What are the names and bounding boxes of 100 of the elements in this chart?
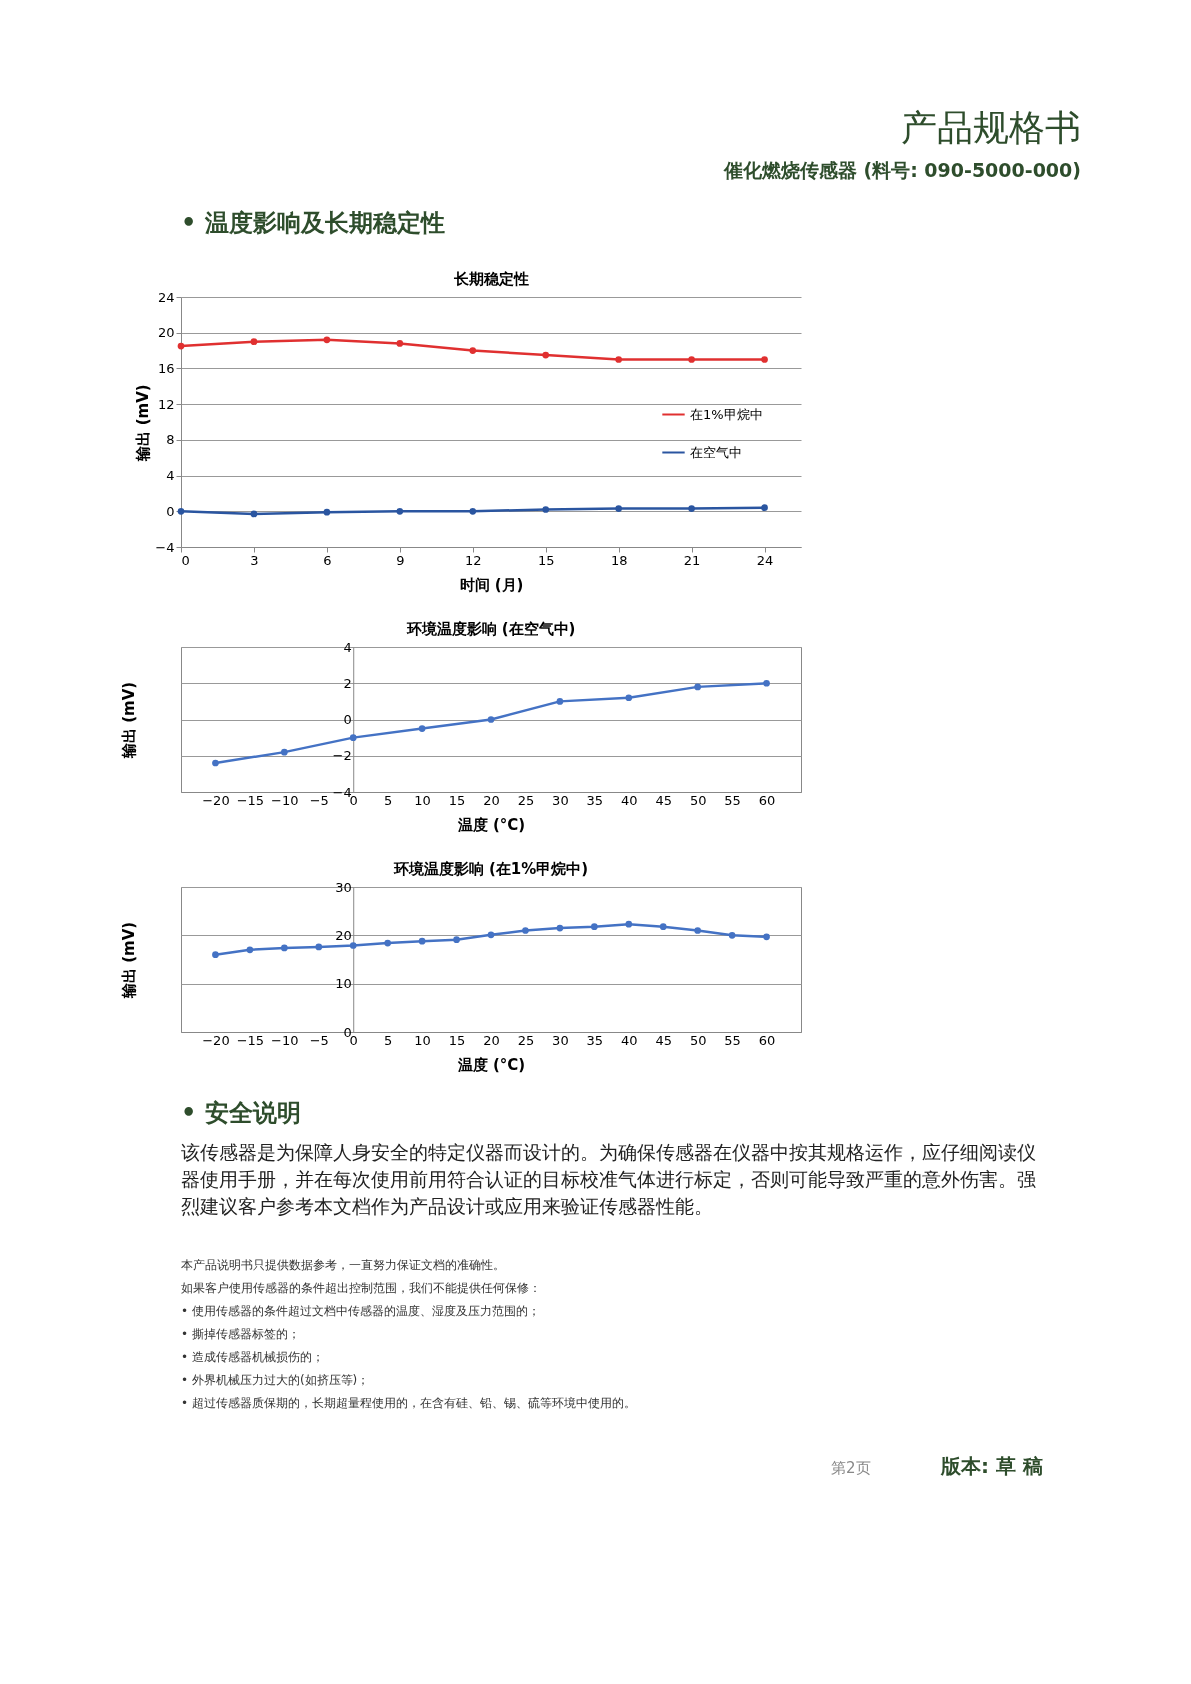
x-tick-label: 12 (464, 552, 482, 568)
x-tick-label: 20 (483, 792, 500, 808)
point (246, 946, 254, 954)
x-tick-label: 60 (758, 1032, 776, 1048)
x-tick-label: 35 (586, 792, 604, 808)
text: 如果客户使用传感器的条件超出控制范围，我们不能提供任何保修： (181, 1281, 541, 1295)
y-tick-label: 0 (166, 503, 175, 519)
point (349, 734, 357, 741)
text: 第2页 (831, 1459, 871, 1477)
y-tick-label: 10 (335, 976, 352, 992)
y-axis-title: 输出 (mV) (119, 921, 138, 1000)
chart-title: 环境温度影响 (在空气中) (405, 620, 576, 638)
y-tick-label: 20 (335, 927, 352, 943)
y-tick-label: 8 (166, 432, 175, 448)
point (469, 507, 477, 515)
x-tick-label: 15 (448, 792, 466, 808)
x-tick-label: 55 (724, 792, 741, 808)
x-tick-label: 20 (483, 1032, 500, 1048)
point (763, 679, 770, 687)
text: 版本: 草 稿 (940, 1454, 1043, 1478)
point (177, 507, 185, 515)
point (487, 716, 495, 723)
y-axis-title: 输出 (mV) (134, 384, 153, 462)
x-tick-label: −5 (309, 792, 329, 808)
x-tick-label: 60 (758, 792, 776, 808)
x-tick-label: 40 (621, 792, 638, 808)
point (625, 920, 633, 928)
point (763, 933, 770, 941)
y-tick-label: 2 (343, 675, 352, 691)
point (761, 356, 768, 363)
x-tick-label: 25 (517, 1032, 535, 1048)
legend-label: 在1%甲烷中 (690, 406, 763, 422)
x-tick-label: −20 (202, 1032, 230, 1048)
text: 本产品说明书只提供数据参考，一直努力保证文档的准确性。 (181, 1258, 505, 1272)
y-tick-label: 12 (157, 396, 175, 412)
point (694, 927, 702, 934)
x-tick-label: 18 (610, 552, 628, 568)
y-tick-label: −2 (332, 748, 352, 764)
point (615, 356, 622, 363)
point (556, 924, 564, 932)
x-tick-label: 50 (689, 792, 707, 808)
y-tick-label: 4 (166, 468, 175, 484)
x-tick-label: 55 (724, 1032, 741, 1048)
x-tick-label: 5 (384, 1032, 393, 1048)
x-tick-label: 45 (655, 1032, 672, 1048)
x-tick-label: 5 (384, 792, 393, 808)
point (280, 944, 288, 952)
point (615, 505, 622, 512)
text: 该传感器是为保障人身安全的特定仪器而设计的。为确保传感器在仪器中按其规格运作，应仔细阅读仪器使用手册，并在每次使用前用符合认证的目标校准气体进行标定，否则可能导致严重的意外伤害。强烈建议客户参考本文档作为产品设计或应用来验证传感器性能。 (181, 1141, 1036, 1217)
text: • 温度影响及长期稳定性 (181, 209, 445, 237)
text: • 超过传感器质保期的，长期超量程使用的，在含有硅、铅、锡、硫等环境中使用的。 (181, 1396, 636, 1410)
x-tick-label: 30 (552, 792, 569, 808)
x-tick-label: −5 (309, 1032, 329, 1048)
point (418, 725, 426, 732)
x-tick-label: 35 (586, 1032, 604, 1048)
x-axis-title: 温度 (°C) (456, 815, 526, 834)
point (556, 698, 564, 705)
text: • 撕掉传感器标签的； (181, 1327, 300, 1341)
text: 催化燃烧传感器 (料号: 090-5000-000) (722, 159, 1081, 181)
point (542, 506, 550, 513)
x-tick-label: 24 (756, 552, 774, 568)
point (323, 508, 331, 516)
point (212, 951, 219, 959)
point (469, 347, 477, 354)
y-tick-label: 16 (157, 360, 175, 376)
x-tick-label: 15 (448, 1032, 466, 1048)
point (590, 923, 598, 930)
point (396, 507, 404, 515)
text: • 安全说明 (181, 1099, 301, 1127)
x-tick-label: −10 (271, 1032, 299, 1048)
point (542, 351, 550, 359)
point (280, 748, 288, 756)
point (453, 936, 460, 944)
point (625, 694, 633, 702)
x-tick-label: 30 (552, 1032, 569, 1048)
point (487, 931, 495, 939)
point (396, 340, 404, 347)
x-tick-label: −15 (236, 792, 265, 808)
y-tick-label: 0 (343, 712, 352, 727)
x-axis-title: 时间 (月) (459, 575, 524, 594)
x-tick-label: −15 (236, 1032, 265, 1048)
point (250, 510, 258, 518)
point (418, 937, 426, 945)
point (761, 504, 768, 512)
point (688, 356, 695, 363)
point (212, 759, 219, 767)
x-tick-label: 45 (655, 792, 672, 808)
chart-title: 长期稳定性 (452, 270, 529, 288)
legend-label: 在空气中 (690, 444, 742, 460)
point (177, 342, 185, 350)
text: • 造成传感器机械损伤的； (181, 1350, 324, 1364)
y-tick-label: −4 (155, 539, 175, 555)
x-tick-label: 15 (537, 552, 555, 568)
x-tick-label: 6 (323, 552, 332, 568)
x-tick-label: 25 (517, 792, 535, 808)
point (694, 683, 702, 691)
point (659, 923, 667, 930)
y-tick-label: 30 (335, 879, 352, 895)
x-tick-label: 9 (396, 552, 405, 568)
x-tick-label: −20 (202, 792, 230, 808)
